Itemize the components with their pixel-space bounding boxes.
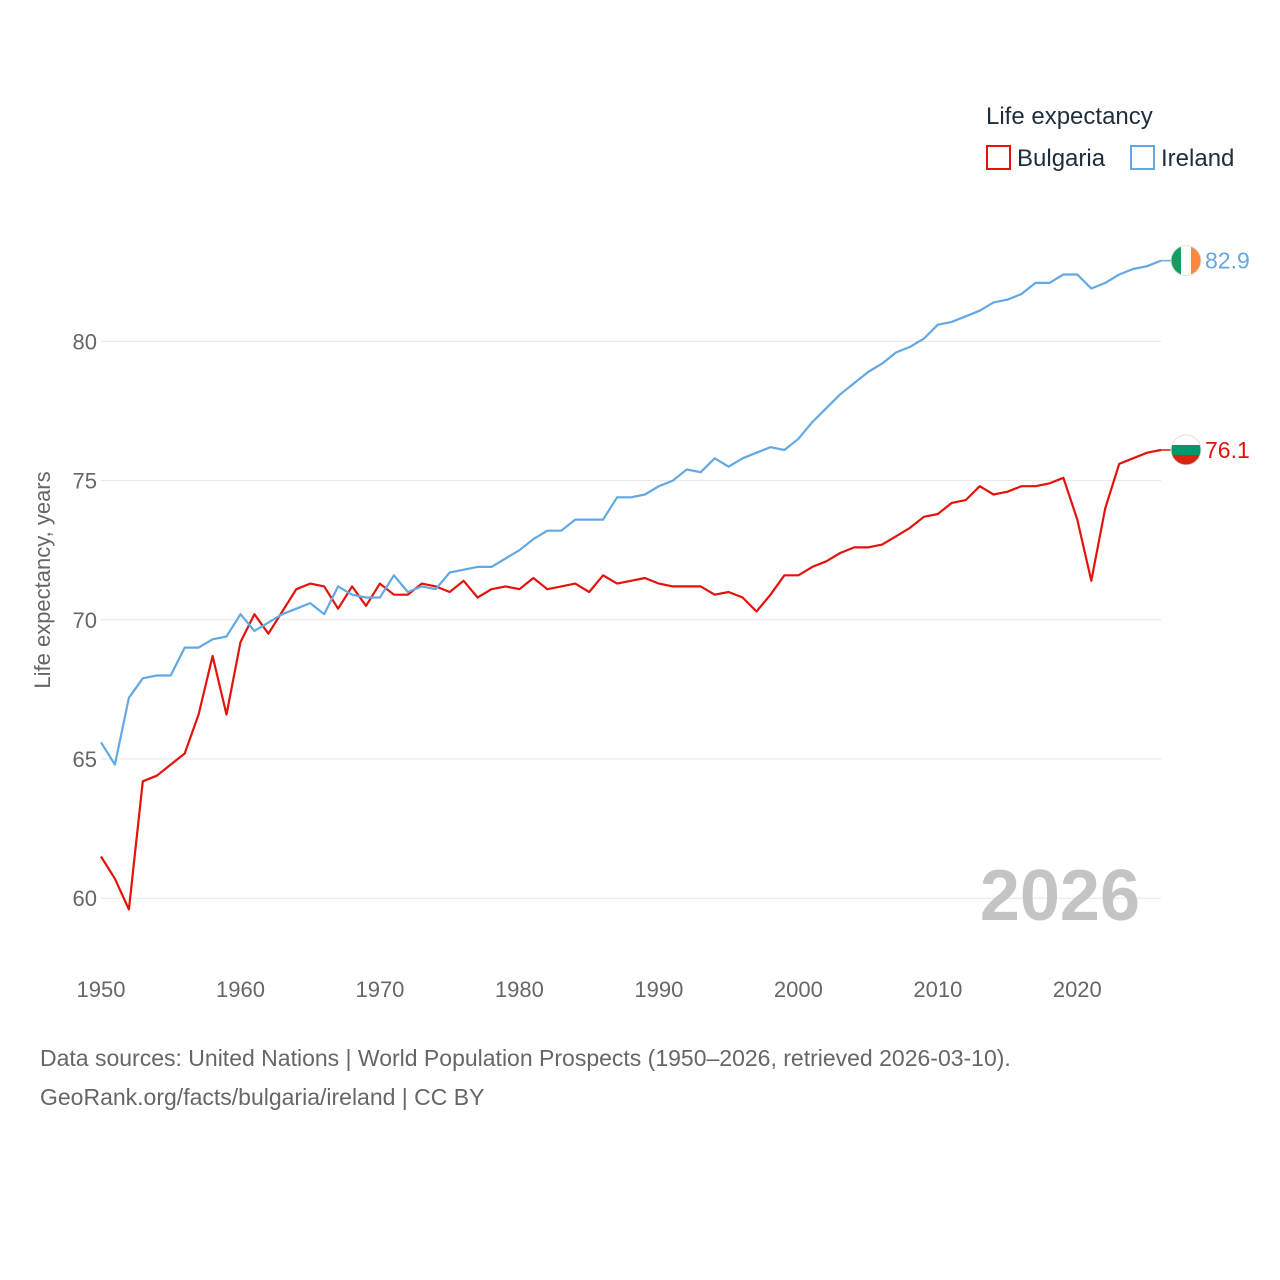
y-tick-label-70: 70 bbox=[73, 608, 97, 633]
x-tick-label-1960: 1960 bbox=[216, 977, 265, 1002]
line-chart: 60 65 70 75 80 1950 1960 1970 1980 1990 2000 2010 2… bbox=[30, 103, 1250, 1002]
footer-data-sources: Data sources: United Nations | World Pop… bbox=[40, 1045, 1011, 1071]
x-tick-label-2000: 2000 bbox=[774, 977, 823, 1002]
footer-attribution: GeoRank.org/facts/bulgaria/ireland | CC … bbox=[40, 1084, 485, 1110]
ireland-flag-icon bbox=[1170, 245, 1202, 277]
y-tick-label-75: 75 bbox=[73, 469, 97, 494]
legend-swatch-bulgaria bbox=[986, 145, 1011, 170]
x-tick-label-1950: 1950 bbox=[77, 977, 126, 1002]
legend-item-ireland[interactable]: Ireland bbox=[1130, 145, 1234, 172]
end-label-ireland: 82.9 bbox=[1205, 248, 1250, 274]
y-axis-tick-labels: 60 65 70 75 80 bbox=[73, 329, 97, 911]
y-axis-title: Life expectancy, years bbox=[30, 471, 55, 688]
x-tick-label-2010: 2010 bbox=[913, 977, 962, 1002]
end-markers: 76.1 82.9 bbox=[1161, 245, 1250, 466]
year-watermark: 2026 bbox=[980, 856, 1140, 936]
y-tick-label-65: 65 bbox=[73, 747, 97, 772]
y-tick-label-80: 80 bbox=[73, 329, 97, 354]
legend-label-bulgaria: Bulgaria bbox=[1017, 145, 1106, 172]
legend-label-ireland: Ireland bbox=[1161, 145, 1234, 172]
x-tick-label-1970: 1970 bbox=[355, 977, 404, 1002]
legend-title: Life expectancy bbox=[986, 103, 1153, 130]
x-tick-label-1980: 1980 bbox=[495, 977, 544, 1002]
series-line-ireland bbox=[100, 259, 1162, 766]
bulgaria-flag-icon bbox=[1170, 434, 1202, 466]
legend: Life expectancy Bulgaria Ireland bbox=[986, 103, 1234, 172]
series-lines bbox=[100, 259, 1162, 911]
y-tick-label-60: 60 bbox=[73, 886, 97, 911]
x-tick-label-1990: 1990 bbox=[634, 977, 683, 1002]
x-tick-label-2020: 2020 bbox=[1053, 977, 1102, 1002]
grid-lines bbox=[101, 340, 1161, 899]
x-axis-tick-labels: 1950 1960 1970 1980 1990 2000 2010 2020 bbox=[77, 977, 1102, 1002]
end-label-bulgaria: 76.1 bbox=[1205, 437, 1250, 463]
legend-item-bulgaria[interactable]: Bulgaria bbox=[986, 145, 1106, 172]
series-line-bulgaria bbox=[100, 448, 1162, 911]
legend-swatch-ireland bbox=[1130, 145, 1155, 170]
